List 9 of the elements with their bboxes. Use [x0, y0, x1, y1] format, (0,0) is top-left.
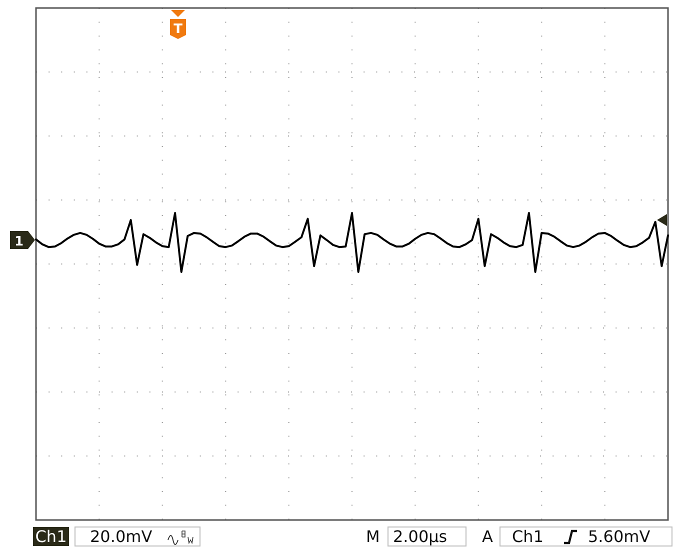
text: 5.60mV: [588, 527, 650, 546]
text: Ch1: [512, 527, 544, 546]
text: 2.00µs: [393, 527, 448, 546]
text: 1: [14, 234, 24, 250]
text: A: [482, 527, 493, 546]
text: T: [174, 22, 183, 37]
text: 20.0mV: [90, 527, 152, 546]
text: M: [366, 527, 380, 546]
text: Ch1: [35, 527, 67, 546]
